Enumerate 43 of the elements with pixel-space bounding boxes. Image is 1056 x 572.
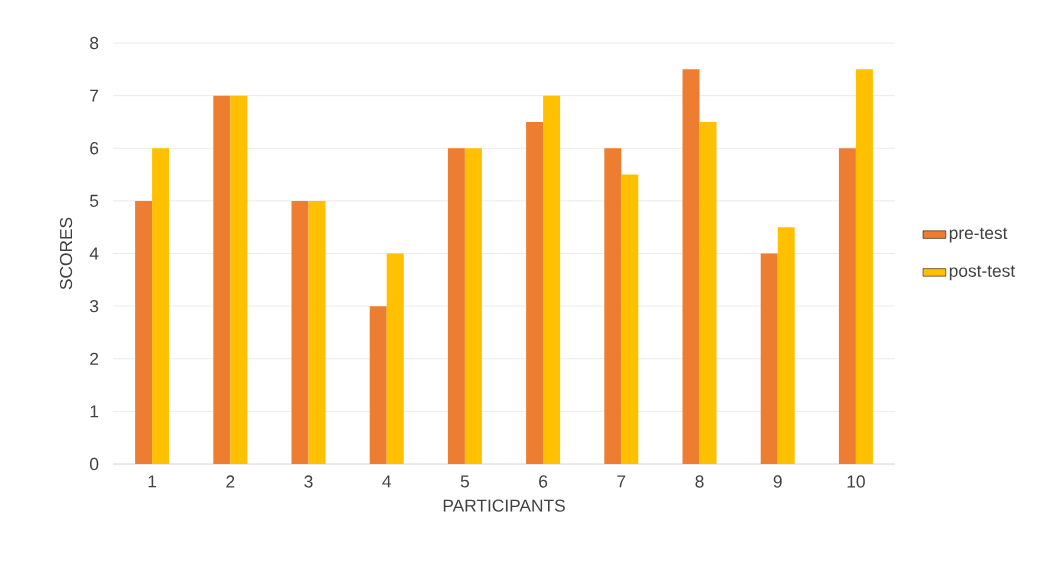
- bar: [291, 200, 309, 464]
- y-tick-label: 3: [89, 299, 99, 313]
- bar: [447, 148, 465, 464]
- x-tick-label: 2: [226, 475, 235, 488]
- x-axis-title: PARTICIPANTS: [443, 499, 565, 512]
- bar: [621, 174, 639, 464]
- bar: [855, 69, 873, 464]
- bar: [369, 306, 387, 464]
- x-tick-label: 8: [695, 475, 704, 488]
- bar: [543, 95, 561, 464]
- bar: [230, 95, 248, 464]
- bar: [213, 95, 231, 464]
- y-tick-label: 5: [90, 194, 99, 207]
- x-tick-label: 5: [460, 475, 469, 488]
- y-tick-label: 7: [90, 89, 99, 102]
- y-tick-label: 4: [89, 247, 99, 260]
- legend-label: pre-test: [949, 227, 1008, 243]
- x-tick-label: 7: [617, 475, 626, 488]
- bar: [760, 253, 778, 464]
- bar: [682, 69, 700, 464]
- legend-label: post-test: [949, 265, 1016, 281]
- y-tick-label: 2: [90, 352, 99, 365]
- bar: [135, 200, 153, 464]
- x-tick-label: 3: [304, 475, 313, 488]
- y-tick-label: 1: [90, 405, 99, 418]
- y-tick-label: 0: [89, 457, 99, 471]
- bar: [777, 227, 795, 464]
- y-tick-label: 8: [90, 36, 99, 50]
- bar: [526, 121, 544, 464]
- bar: [838, 148, 856, 464]
- bar: [386, 253, 404, 464]
- bar: [152, 148, 170, 464]
- y-tick-label: 6: [90, 142, 99, 155]
- x-tick-label: 9: [773, 475, 782, 488]
- x-tick-label: 4: [382, 475, 392, 488]
- bar: [464, 148, 482, 464]
- x-tick-label: 6: [539, 475, 548, 488]
- bar: [604, 148, 622, 464]
- y-axis-title: SCORES: [59, 217, 73, 290]
- x-tick-label: 10: [847, 475, 865, 488]
- bar: [699, 121, 717, 464]
- bar: [308, 200, 326, 464]
- x-tick-label: 1: [148, 475, 157, 488]
